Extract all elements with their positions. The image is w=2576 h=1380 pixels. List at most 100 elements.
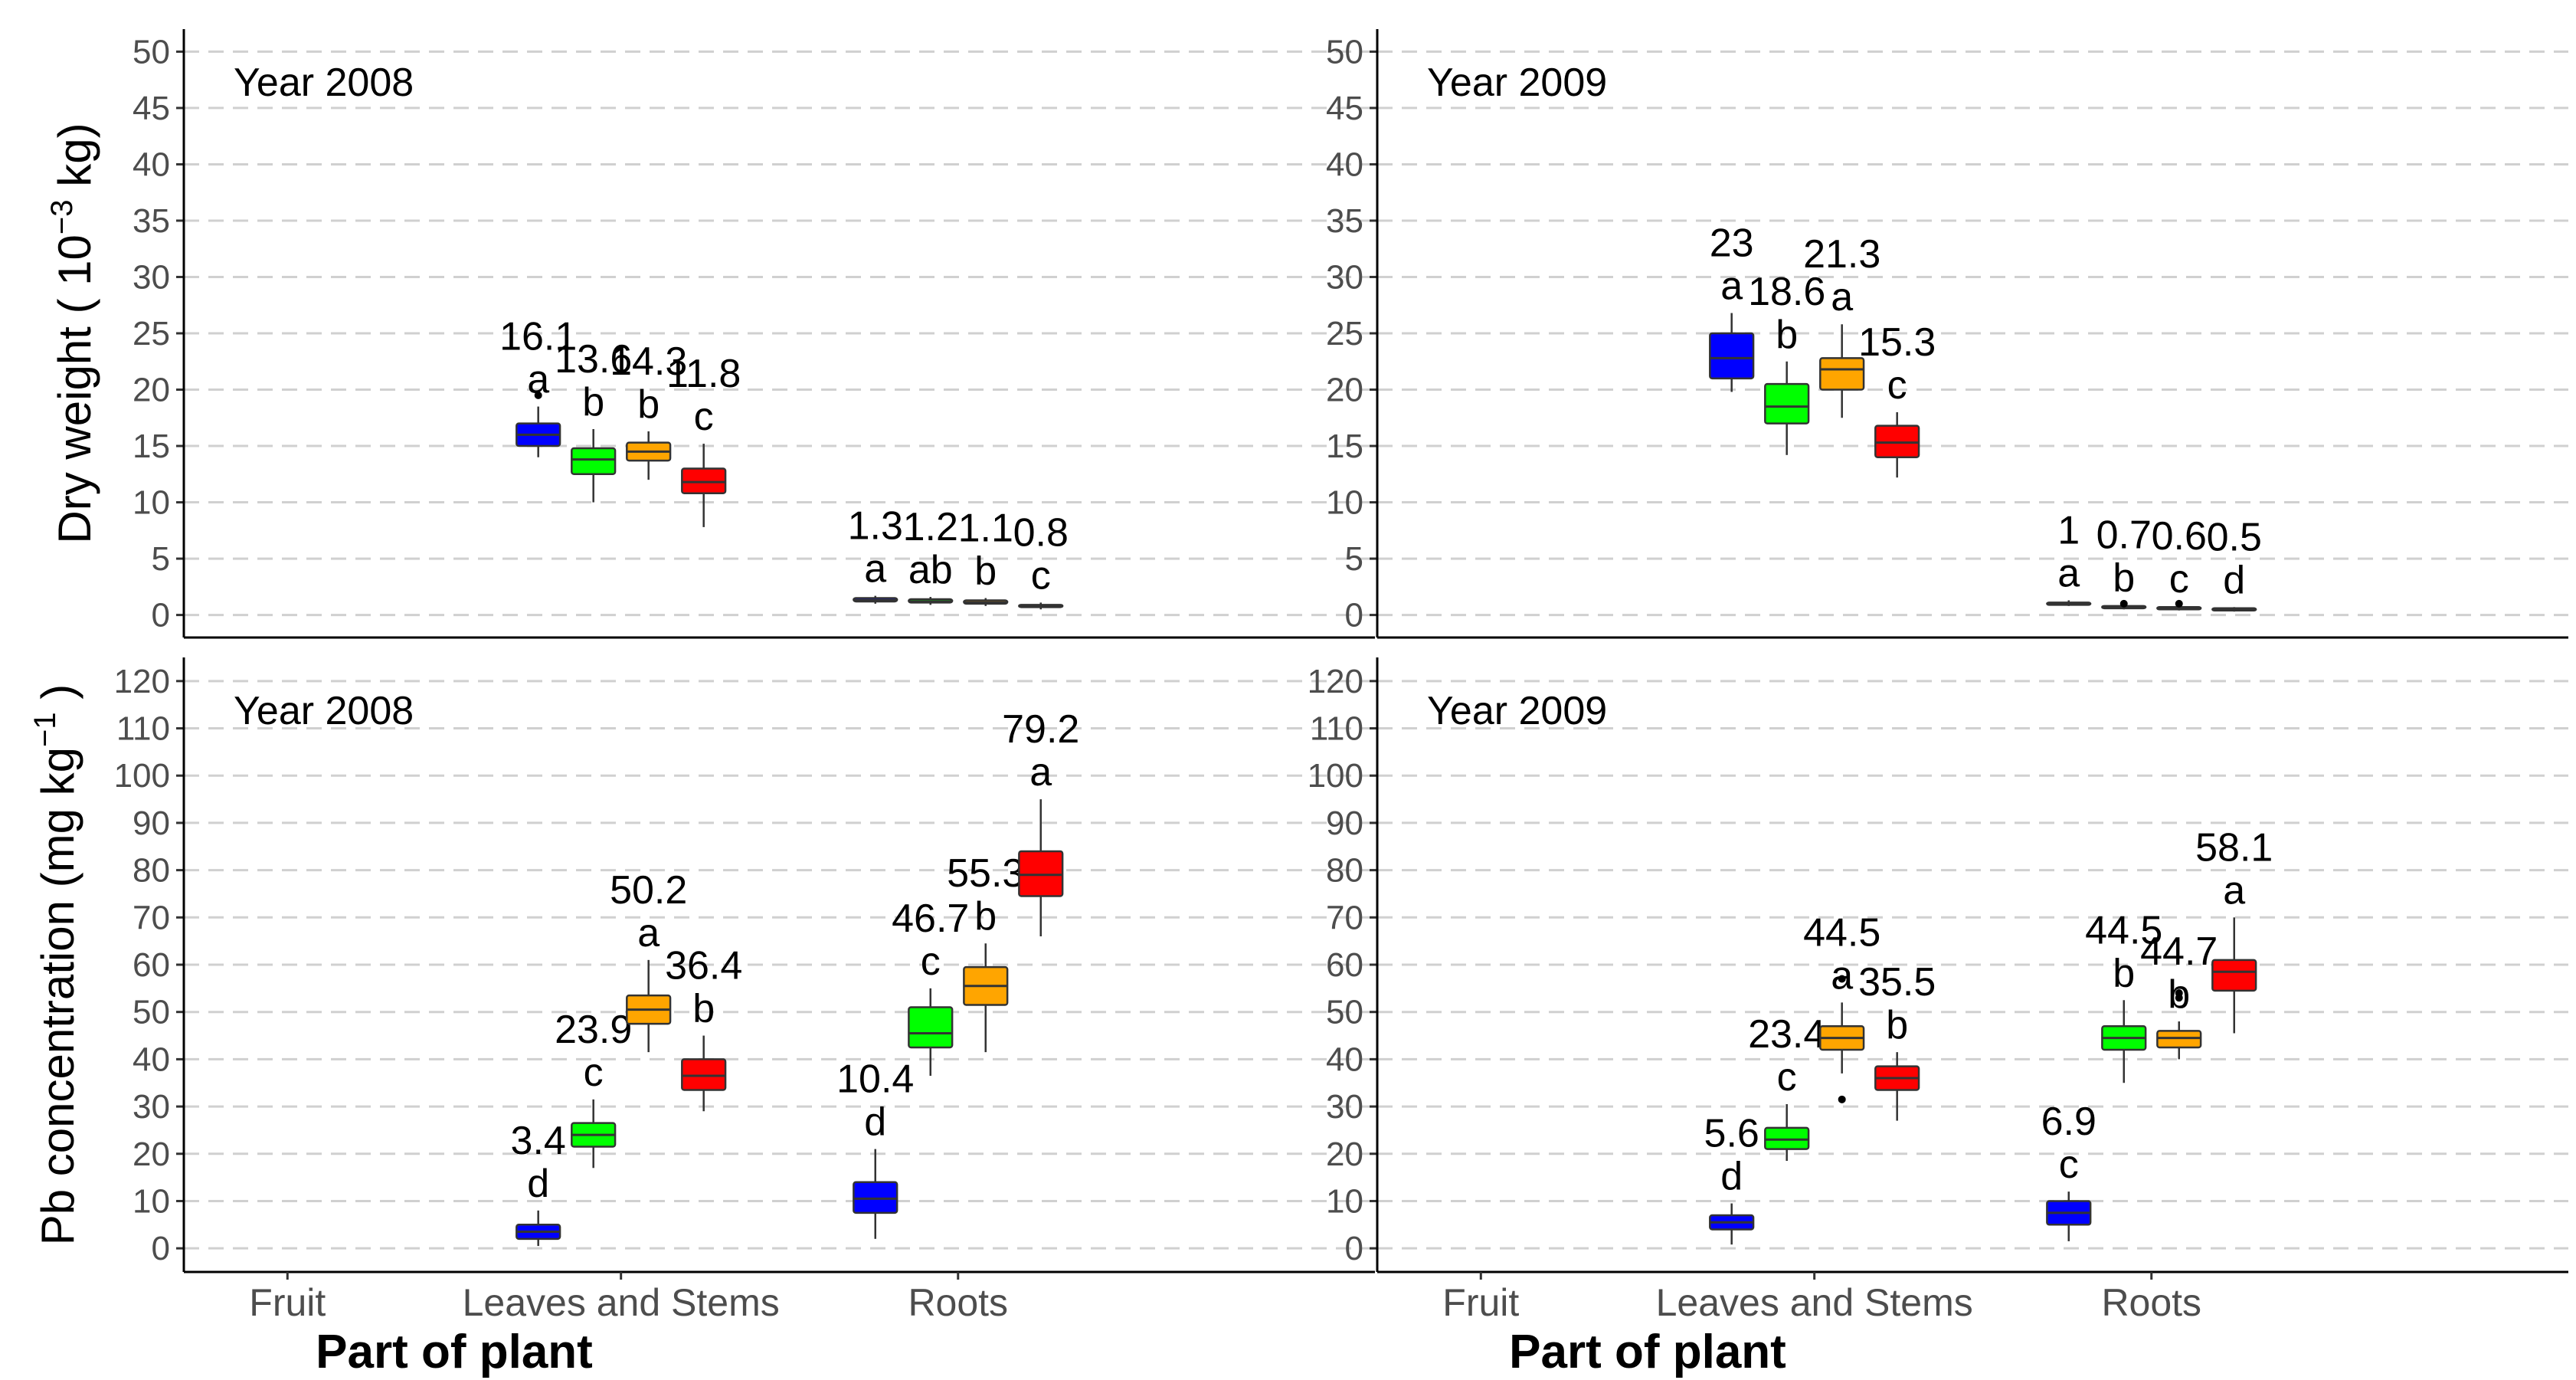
significance-letter: ab bbox=[908, 548, 953, 592]
y-tick-label: 45 bbox=[133, 90, 170, 127]
y-tick-label: 60 bbox=[1326, 946, 1363, 984]
significance-letter: c bbox=[1887, 363, 1907, 408]
x-axis-title: Part of plant bbox=[1509, 1326, 1786, 1378]
significance-letter: a bbox=[2057, 551, 2080, 595]
y-tick-label: 0 bbox=[152, 1230, 170, 1267]
y-tick-label: 15 bbox=[1326, 428, 1363, 465]
significance-letter: d bbox=[2223, 558, 2245, 602]
y-tick-label: 50 bbox=[133, 33, 170, 70]
panel-title: Year 2009 bbox=[1427, 689, 1607, 733]
y-tick-label: 10 bbox=[1326, 1182, 1363, 1220]
box-leaves-and-stems-4: c15.3 bbox=[1858, 320, 1936, 478]
y-tick-label: 60 bbox=[133, 946, 170, 984]
y-tick-label: 90 bbox=[1326, 805, 1363, 842]
y-tick-label: 35 bbox=[133, 202, 170, 240]
box-roots-3: b1.1 bbox=[958, 506, 1013, 606]
box-leaves-and-stems-2: b13.6 bbox=[555, 337, 632, 503]
mean-value-label: 1.1 bbox=[958, 506, 1013, 551]
outlier-point bbox=[1838, 1095, 1846, 1103]
box-leaves-and-stems-1: d5.6 bbox=[1704, 1112, 1759, 1245]
y-tick-label: 100 bbox=[114, 757, 170, 795]
mean-value-label: 23.4 bbox=[1748, 1012, 1825, 1057]
y-tick-label: 30 bbox=[1326, 1088, 1363, 1126]
mean-value-label: 44.5 bbox=[1803, 910, 1880, 955]
mean-value-label: 0.8 bbox=[1013, 510, 1069, 555]
significance-letter: c bbox=[2059, 1142, 2079, 1187]
significance-letter: c bbox=[584, 1051, 604, 1095]
mean-value-label: 18.6 bbox=[1748, 270, 1825, 314]
y-tick-label: 30 bbox=[1326, 258, 1363, 296]
significance-letter: a bbox=[1029, 750, 1052, 795]
y-axis-title: Pb concentration (mg kg−1 ) bbox=[28, 684, 83, 1246]
y-tick-label: 10 bbox=[133, 484, 170, 522]
y-tick-label: 40 bbox=[133, 1041, 170, 1078]
box-body bbox=[1764, 382, 1810, 424]
box-body bbox=[681, 1058, 727, 1091]
significance-letter: c bbox=[1777, 1055, 1797, 1100]
y-tick-label: 120 bbox=[114, 663, 170, 700]
significance-letter: b bbox=[2113, 951, 2135, 995]
box-body bbox=[908, 1006, 954, 1049]
box-roots-2: c46.7 bbox=[892, 897, 969, 1076]
y-axis-title-unit: ) bbox=[32, 684, 83, 713]
outlier-point bbox=[2175, 989, 2183, 998]
y-tick-label: 40 bbox=[1326, 146, 1363, 183]
box-leaves-and-stems-3: a21.3 bbox=[1803, 232, 1880, 418]
box-roots-2: ab1.2 bbox=[903, 505, 958, 605]
outlier-point bbox=[534, 391, 542, 399]
mean-value-label: 15.3 bbox=[1858, 320, 1936, 365]
significance-letter: a bbox=[864, 547, 886, 592]
y-tick-label: 100 bbox=[1308, 757, 1363, 795]
significance-letter: b bbox=[582, 380, 604, 424]
x-tick-label: Roots bbox=[2101, 1281, 2201, 1324]
box-roots-1: a1 bbox=[2046, 508, 2092, 606]
mean-value-label: 14.3 bbox=[610, 339, 687, 384]
significance-letter: a bbox=[2223, 868, 2245, 913]
mean-value-label: 46.7 bbox=[892, 897, 969, 941]
box-roots-1: a1.3 bbox=[848, 504, 903, 604]
x-tick-label: Leaves and Stems bbox=[1656, 1281, 1973, 1324]
y-tick-label: 110 bbox=[116, 710, 170, 748]
box-body bbox=[1819, 357, 1865, 391]
significance-letter: d bbox=[1720, 1155, 1743, 1199]
significance-letter: a bbox=[637, 911, 660, 956]
mean-value-label: 36.4 bbox=[665, 944, 742, 988]
box-body bbox=[1709, 332, 1755, 380]
significance-letter: b bbox=[2168, 972, 2190, 1017]
box-body bbox=[2211, 959, 2257, 992]
box-body bbox=[1018, 850, 1064, 897]
y-tick-label: 0 bbox=[1345, 597, 1363, 634]
mean-value-label: 0.7 bbox=[2096, 513, 2152, 557]
x-tick-label: Roots bbox=[908, 1281, 1008, 1324]
box-leaves-and-stems-4: b35.5 bbox=[1858, 960, 1936, 1121]
outlier-point bbox=[2175, 599, 2183, 608]
box-roots-3: c0.6 bbox=[2152, 514, 2207, 611]
mean-value-label: 0.5 bbox=[2207, 515, 2262, 559]
x-tick-label: Leaves and Stems bbox=[463, 1281, 780, 1324]
y-tick-label: 20 bbox=[133, 372, 170, 409]
significance-letter: a bbox=[1831, 953, 1853, 998]
mean-value-label: 1 bbox=[2057, 508, 2080, 552]
box-leaves-and-stems-1: a23 bbox=[1709, 221, 1755, 392]
y-axis-title: Dry weight ( 10−3 kg) bbox=[45, 123, 100, 543]
significance-letter: d bbox=[864, 1100, 886, 1145]
box-body bbox=[853, 1181, 898, 1214]
box-roots-2: b44.5 bbox=[2085, 908, 2162, 1083]
box-leaves-and-stems-2: b18.6 bbox=[1748, 270, 1825, 455]
y-tick-label: 45 bbox=[1326, 90, 1363, 127]
mean-value-label: 23 bbox=[1710, 221, 1754, 266]
panel-title: Year 2009 bbox=[1427, 61, 1607, 105]
y-tick-label: 10 bbox=[133, 1182, 170, 1220]
y-axis-title-main: Pb concentration (mg kg bbox=[32, 747, 83, 1245]
significance-letter: a bbox=[527, 358, 549, 402]
x-tick-label: Fruit bbox=[1442, 1281, 1519, 1324]
panel-title: Year 2008 bbox=[234, 689, 414, 733]
y-tick-label: 50 bbox=[1326, 33, 1363, 70]
y-tick-label: 0 bbox=[152, 597, 170, 634]
y-tick-label: 10 bbox=[1326, 484, 1363, 522]
y-tick-label: 70 bbox=[1326, 899, 1363, 936]
box-leaves-and-stems-2: c23.9 bbox=[555, 1008, 632, 1169]
